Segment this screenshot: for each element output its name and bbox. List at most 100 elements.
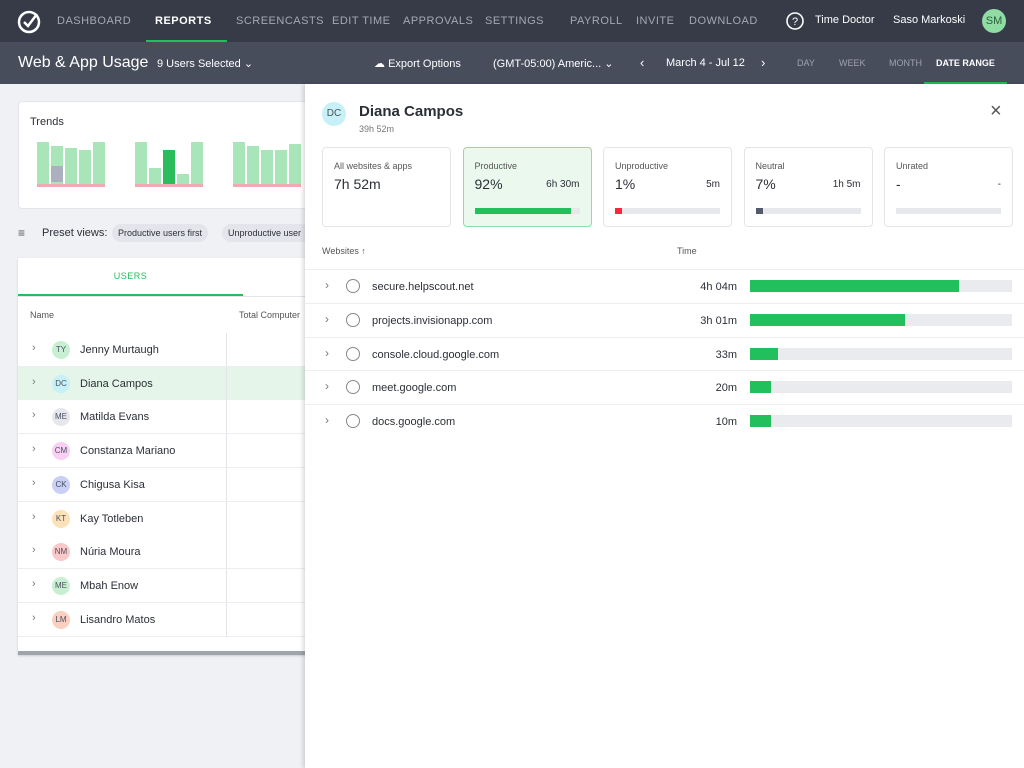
users-selected: 9 Users Selected (157, 58, 241, 70)
card-value: 7% (755, 176, 776, 192)
website-name: console.cloud.google.com (372, 348, 500, 361)
progress-fill (615, 208, 623, 214)
user-row[interactable]: › DC Diana Campos (18, 366, 308, 401)
row-chevron: › (32, 375, 36, 388)
card-time: 5m (706, 179, 720, 190)
help-icon[interactable]: ? (786, 12, 804, 30)
trends-card: Trends (18, 101, 320, 209)
card-time: 6h 30m (546, 179, 580, 190)
website-name: secure.helpscout.net (372, 281, 474, 293)
website-row[interactable]: › console.cloud.google.com 33m (305, 336, 1024, 371)
summary-card[interactable]: Productive 92% 6h 30m (462, 147, 592, 227)
close-button[interactable]: × (990, 100, 1002, 122)
row-chevron: › (32, 544, 36, 557)
vertical-divider (226, 535, 227, 569)
summary-card[interactable]: Unproductive 1% 5m (603, 147, 732, 227)
view-tab[interactable]: DAY (797, 58, 815, 68)
time-track (750, 347, 1012, 360)
users-tab[interactable]: USERS (18, 258, 243, 296)
time-fill (750, 313, 906, 326)
user-row[interactable]: › LM Lisandro Matos (18, 602, 308, 637)
user-row[interactable]: › ME Mbah Enow (18, 568, 308, 603)
date-range: March 4 - Jul 12 (666, 57, 745, 69)
user-row[interactable]: › TY Jenny Murtaugh (18, 333, 308, 367)
row-chevron: › (32, 409, 36, 422)
row-chevron: › (325, 278, 329, 292)
summary-card[interactable]: All websites & apps 7h 52m (322, 147, 451, 227)
detail-panel: DC Diana Campos 39h 52m × All websites &… (305, 84, 1024, 768)
next-button[interactable]: › (761, 55, 766, 70)
preset-chip[interactable]: Productive users first (112, 224, 209, 242)
scrollbar[interactable] (18, 651, 308, 655)
globe-icon (346, 312, 360, 327)
user-row[interactable]: › CM Constanza Mariano (18, 434, 308, 469)
preset-label: Preset views: (42, 227, 108, 239)
user-avatar: CM (52, 442, 70, 461)
table-header: Name Total Computer (18, 296, 308, 335)
export-label: Export Options (388, 58, 461, 70)
nav-item[interactable]: INVITE (636, 15, 675, 27)
nav-item[interactable]: DASHBOARD (57, 15, 132, 27)
website-name: meet.google.com (372, 382, 457, 395)
card-label: Unproductive (615, 161, 669, 171)
nav-item[interactable]: REPORTS (155, 15, 212, 27)
row-chevron: › (32, 476, 36, 489)
website-row[interactable]: › secure.helpscout.net 4h 04m (305, 269, 1024, 303)
nav-item[interactable]: PAYROLL (570, 15, 623, 27)
time-track (750, 313, 1012, 326)
summary-card[interactable]: Unrated - - (884, 147, 1013, 227)
card-value: 7h 52m (334, 176, 381, 192)
view-tab[interactable]: DATE RANGE (924, 42, 1007, 84)
export-button[interactable]: ☁ Export Options (374, 58, 461, 70)
user-row[interactable]: › NM Núria Moura (18, 535, 308, 570)
column-header: Total Computer (239, 310, 301, 320)
website-row[interactable]: › projects.invisionapp.com 3h 01m (305, 302, 1024, 337)
user-row[interactable]: › CK Chigusa Kisa (18, 467, 308, 502)
user-name[interactable]: Saso Markoski (893, 14, 966, 26)
logo (17, 10, 41, 34)
user-name: Matilda Evans (80, 411, 150, 424)
website-row[interactable]: › meet.google.com 20m (305, 370, 1024, 404)
nav-item[interactable]: DOWNLOAD (689, 15, 758, 27)
row-chevron: › (325, 345, 329, 360)
progress-track (615, 208, 720, 214)
card-value: 92% (474, 176, 503, 192)
time-fill (750, 381, 771, 394)
progress-track (896, 208, 1001, 214)
row-chevron: › (325, 413, 329, 428)
nav-item[interactable]: EDIT TIME (332, 15, 391, 27)
preset-chip[interactable]: Unproductive user (222, 224, 310, 242)
view-tab[interactable]: MONTH (889, 58, 922, 68)
row-chevron: › (325, 379, 329, 394)
website-row[interactable]: › docs.google.com 10m (305, 404, 1024, 438)
column-header[interactable]: Websites ↑ (322, 246, 366, 256)
progress-fill (755, 208, 763, 214)
website-name: docs.google.com (372, 416, 456, 429)
vertical-divider (226, 501, 227, 535)
user-avatar: ME (52, 576, 70, 595)
globe-icon (346, 346, 360, 361)
row-chevron: › (325, 311, 329, 326)
row-chevron: › (32, 611, 36, 624)
card-time: 1h 5m (832, 179, 861, 190)
progress-track (755, 208, 861, 214)
timezone-select[interactable]: (GMT-05:00) Americ... ⌄ (493, 58, 614, 70)
website-time: 33m (715, 348, 737, 361)
user-name: Lisandro Matos (80, 613, 156, 626)
company[interactable]: Time Doctor (815, 14, 875, 26)
users-select[interactable]: 9 Users Selected ⌄ (157, 58, 254, 70)
view-tab[interactable]: WEEK (839, 58, 866, 68)
user-avatar: NM (52, 543, 70, 562)
nav-item[interactable]: SETTINGS (485, 15, 545, 27)
summary-card[interactable]: Neutral 7% 1h 5m (743, 147, 873, 227)
user-avatar: LM (52, 610, 70, 629)
user-name: Diana Campos (80, 377, 153, 390)
users-table: USERS Name Total Computer › TY Jenny Murta… (18, 258, 308, 655)
user-row[interactable]: › KT Kay Totleben (18, 501, 308, 536)
user-row[interactable]: › ME Matilda Evans (18, 400, 308, 435)
prev-button[interactable]: ‹ (640, 55, 645, 70)
nav-item[interactable]: SCREENCASTS (236, 15, 325, 27)
nav-item[interactable]: APPROVALS (403, 15, 474, 27)
user-avatar[interactable]: SM (982, 9, 1006, 33)
